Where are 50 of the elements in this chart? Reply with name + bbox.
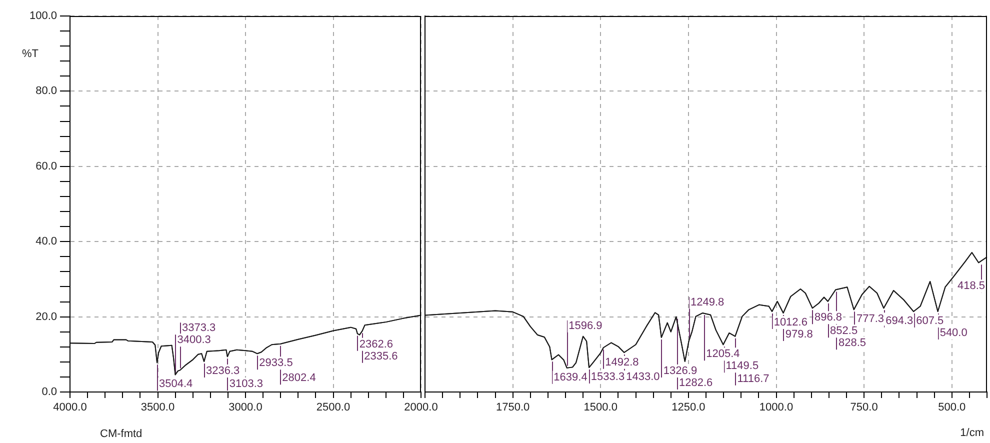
x-axis-title: 1/cm bbox=[960, 427, 984, 439]
x-tick-label: 2000.0 bbox=[404, 402, 438, 414]
annotation: 1596.9 bbox=[568, 320, 602, 332]
annotation: 694.3 bbox=[886, 315, 914, 328]
annotation: 1205.4 bbox=[706, 348, 740, 360]
annotation: 607.5 bbox=[916, 315, 944, 328]
annotation: 418.5 bbox=[957, 280, 986, 292]
annotation: 3373.3 bbox=[182, 322, 216, 334]
annotation: 852.5 bbox=[830, 325, 858, 338]
annotation: 1492.8 bbox=[605, 356, 639, 368]
x-tick-label: 1750.0 bbox=[496, 402, 530, 414]
annotation: 2362.6 bbox=[359, 338, 394, 350]
y-tick-label: 100.0 bbox=[29, 10, 57, 22]
annotation: 2933.5 bbox=[259, 357, 293, 370]
y-tick-label: 80.0 bbox=[36, 85, 57, 98]
x-tick-label: 4000.0 bbox=[53, 402, 87, 414]
annotation: 1282.6 bbox=[678, 377, 713, 390]
y-axis-title: %T bbox=[22, 48, 38, 60]
annotation: 3400.3 bbox=[177, 334, 211, 346]
annotation: 2802.4 bbox=[282, 372, 316, 384]
annotation: 1012.6 bbox=[774, 316, 808, 329]
x-tick-label: 500.0 bbox=[938, 402, 966, 414]
text: CM-fmtd bbox=[100, 428, 142, 440]
annotation: 1639.4 bbox=[554, 371, 588, 384]
annotation: 1149.5 bbox=[726, 360, 759, 372]
x-tick-label: 1250.0 bbox=[672, 402, 706, 414]
y-tick-label: 40.0 bbox=[36, 236, 57, 248]
annotation: 1326.9 bbox=[663, 365, 698, 378]
x-tick-label: 3000.0 bbox=[228, 402, 262, 414]
annotation: 1249.8 bbox=[690, 296, 724, 309]
annotation: 3504.4 bbox=[158, 378, 193, 390]
annotation: 1433.0 bbox=[626, 371, 660, 384]
y-tick-label: 0.0 bbox=[42, 386, 57, 398]
x-tick-label: 2500.0 bbox=[316, 402, 350, 414]
x-tick-label: 750.0 bbox=[850, 402, 878, 414]
y-tick-label: 20.0 bbox=[36, 310, 57, 323]
annotation: 3103.3 bbox=[229, 378, 264, 390]
annotation: 2335.6 bbox=[364, 350, 398, 362]
annotation: 540.0 bbox=[940, 327, 968, 340]
annotation: 1533.3 bbox=[590, 371, 625, 384]
x-tick-label: 3500.0 bbox=[140, 402, 175, 414]
annotation: 979.8 bbox=[785, 328, 813, 341]
annotation: 1116.7 bbox=[737, 372, 770, 385]
x-tick-label: 1000.0 bbox=[759, 402, 794, 414]
annotation: 828.5 bbox=[838, 337, 866, 350]
annotation: 3236.3 bbox=[206, 365, 240, 378]
x-tick-label: 1500.0 bbox=[584, 402, 618, 414]
y-tick-label: 60.0 bbox=[36, 160, 57, 172]
annotation: 777.3 bbox=[856, 313, 884, 326]
annotation: 896.8 bbox=[814, 312, 842, 324]
